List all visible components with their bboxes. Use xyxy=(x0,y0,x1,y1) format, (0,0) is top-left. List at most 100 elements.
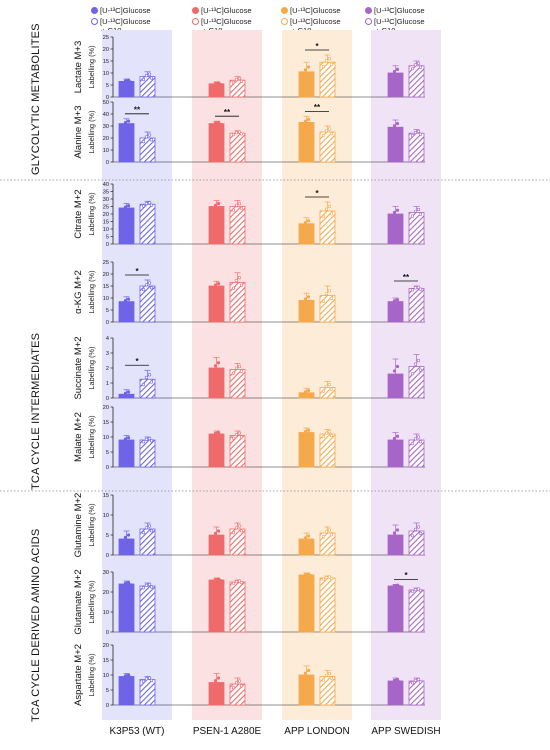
data-point xyxy=(237,364,242,369)
y-axis-label: Labelling (%) xyxy=(87,270,96,313)
data-point xyxy=(126,580,131,585)
data-point xyxy=(123,299,128,303)
data-point xyxy=(218,369,223,373)
y-tick-label: 15 xyxy=(103,284,109,290)
y-axis-label: Labelling (%) xyxy=(87,110,96,153)
data-point xyxy=(418,440,423,444)
data-point xyxy=(416,207,421,212)
data-point xyxy=(413,209,418,213)
data-point xyxy=(237,76,242,80)
bar xyxy=(208,367,225,399)
data-point xyxy=(239,580,244,585)
data-point xyxy=(218,122,223,126)
data-point xyxy=(321,64,326,69)
data-point xyxy=(128,439,133,443)
data-point xyxy=(392,299,397,303)
data-point xyxy=(123,121,128,125)
data-point xyxy=(308,73,313,77)
panel-title: Lactate M+3 xyxy=(73,41,84,94)
data-point xyxy=(303,119,308,123)
legend-label: [U-¹³C]Glucose xyxy=(201,6,252,15)
data-point xyxy=(141,440,146,444)
data-point xyxy=(231,80,236,84)
data-point xyxy=(126,297,131,301)
data-point xyxy=(128,539,133,544)
data-point xyxy=(144,375,149,380)
y-tick-label: 10 xyxy=(103,435,109,441)
y-tick-label: 5 xyxy=(106,688,109,694)
data-point xyxy=(216,676,221,680)
data-point xyxy=(128,80,133,84)
data-point xyxy=(410,288,415,292)
data-point xyxy=(410,214,415,218)
y-tick-label: 10 xyxy=(103,71,109,77)
data-point xyxy=(395,67,400,71)
data-point xyxy=(213,283,218,287)
panel-0: 0 5 10 15 20 25 Lactate M+3 Labelling (%) * xyxy=(73,35,425,101)
data-point xyxy=(216,282,221,286)
data-point xyxy=(128,207,133,211)
data-point xyxy=(389,681,394,685)
y-tick-label: 10 xyxy=(103,513,109,519)
data-point xyxy=(141,586,146,590)
data-point xyxy=(395,528,400,532)
panel-title: Citrate M+2 xyxy=(73,189,84,238)
data-point xyxy=(141,288,146,292)
data-point xyxy=(395,121,400,126)
y-axis-label: Labelling (%) xyxy=(87,45,96,88)
data-point xyxy=(234,366,239,370)
data-point xyxy=(144,135,149,139)
data-point xyxy=(147,582,152,587)
y-tick-label: 15 xyxy=(103,493,109,499)
data-point xyxy=(144,677,149,681)
data-point xyxy=(324,207,329,211)
data-point xyxy=(324,129,329,133)
data-point xyxy=(308,432,313,436)
data-point xyxy=(123,674,128,678)
data-point xyxy=(392,210,397,215)
data-point xyxy=(329,387,334,391)
data-point xyxy=(120,676,125,680)
data-point xyxy=(410,681,415,685)
data-point xyxy=(321,214,326,218)
data-point xyxy=(126,673,131,677)
data-point xyxy=(147,436,152,441)
data-point xyxy=(147,373,152,377)
data-point xyxy=(213,431,218,436)
data-point xyxy=(123,391,128,395)
data-point xyxy=(308,676,313,680)
data-point xyxy=(418,212,423,216)
data-point xyxy=(210,686,215,690)
panel-title: Succinate M+2 xyxy=(73,336,84,399)
data-point xyxy=(141,77,146,82)
data-point xyxy=(120,124,125,129)
data-point xyxy=(308,573,313,578)
data-point xyxy=(413,362,418,366)
data-point xyxy=(410,534,415,538)
data-point xyxy=(321,435,326,439)
data-point xyxy=(149,203,154,207)
legend-label: [U-¹³C]Glucose xyxy=(201,17,252,26)
data-point xyxy=(397,536,402,540)
data-point xyxy=(413,130,418,135)
data-point xyxy=(213,203,218,207)
y-tick-label: 25 xyxy=(103,260,109,266)
data-point xyxy=(237,276,242,280)
bar xyxy=(319,295,336,323)
y-tick-label: 3 xyxy=(106,351,109,357)
data-point xyxy=(413,63,418,67)
bar xyxy=(319,577,336,633)
data-point xyxy=(213,577,218,582)
group-label: APP SWEDISH xyxy=(371,726,441,737)
data-point xyxy=(389,216,394,221)
bar xyxy=(139,679,156,706)
data-point xyxy=(144,526,149,530)
data-point xyxy=(141,204,146,208)
data-point xyxy=(389,381,394,385)
y-tick-label: 15 xyxy=(103,59,109,65)
y-tick-label: 25 xyxy=(103,205,109,211)
significance-label: * xyxy=(315,42,319,51)
y-tick-label: 5 xyxy=(106,235,109,241)
data-point xyxy=(303,390,308,394)
